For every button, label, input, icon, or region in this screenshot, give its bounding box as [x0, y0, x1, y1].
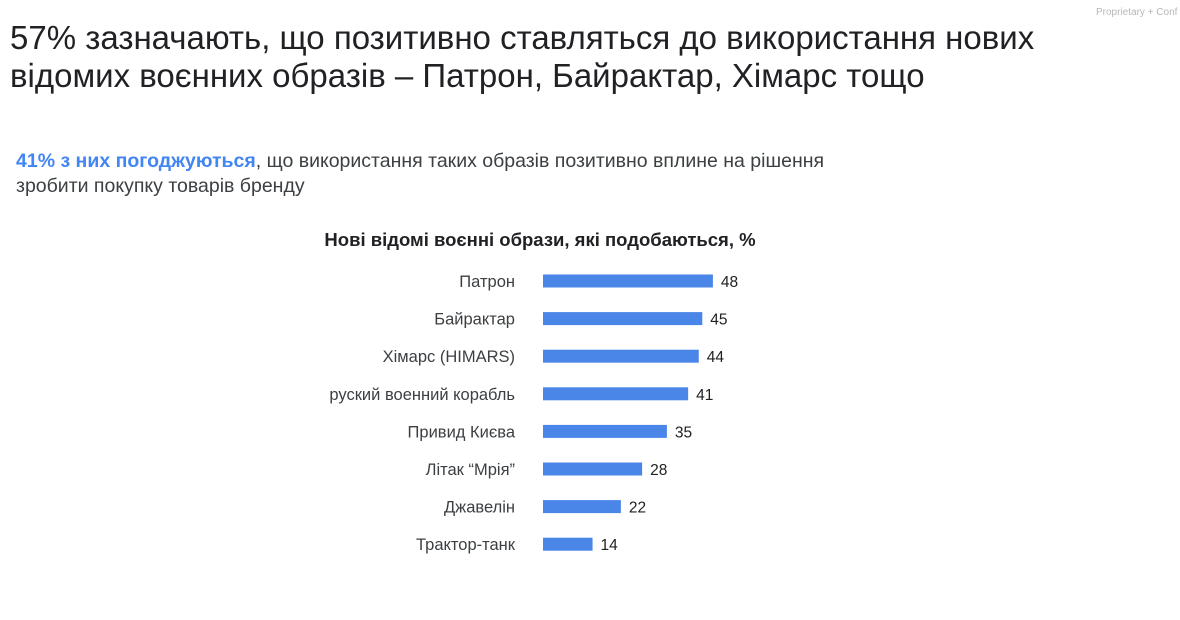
category-label: Джавелін: [444, 499, 515, 517]
value-label: 28: [650, 462, 667, 479]
category-label: Байрактар: [434, 311, 515, 329]
value-label: 22: [629, 500, 646, 517]
category-label: Хімарс (HIMARS): [383, 348, 515, 366]
category-label: Літак “Мрія”: [426, 461, 515, 479]
value-label: 14: [601, 537, 619, 554]
subtitle-text: , що використання таких образів позитивн…: [16, 150, 825, 197]
bar: [543, 462, 643, 476]
category-label: Патрон: [459, 273, 515, 291]
value-label: 44: [707, 349, 725, 366]
bar: [543, 349, 699, 363]
value-label: 45: [710, 312, 727, 329]
subtitle: 41% з них погоджуються, що використання …: [16, 149, 856, 199]
subtitle-highlight: 41% з них погоджуються: [16, 150, 256, 172]
category-label: Трактор-танк: [416, 536, 516, 554]
bar: [543, 500, 621, 514]
bar: [543, 312, 703, 326]
value-label: 35: [675, 424, 692, 441]
bar: [543, 424, 667, 438]
category-label: Привид Києва: [408, 423, 516, 441]
bar: [543, 537, 593, 551]
value-label: 41: [696, 387, 713, 404]
bar: [543, 387, 689, 401]
watermark: Proprietary + Conf: [1096, 7, 1178, 18]
bar: [543, 274, 713, 288]
category-label: руский военний корабль: [329, 386, 515, 404]
value-label: 48: [721, 274, 738, 291]
chart-title: Нові відомі воєнні образи, які подобають…: [324, 229, 756, 250]
page-title: 57% зазначають, що позитивно ставляться …: [10, 19, 1035, 94]
